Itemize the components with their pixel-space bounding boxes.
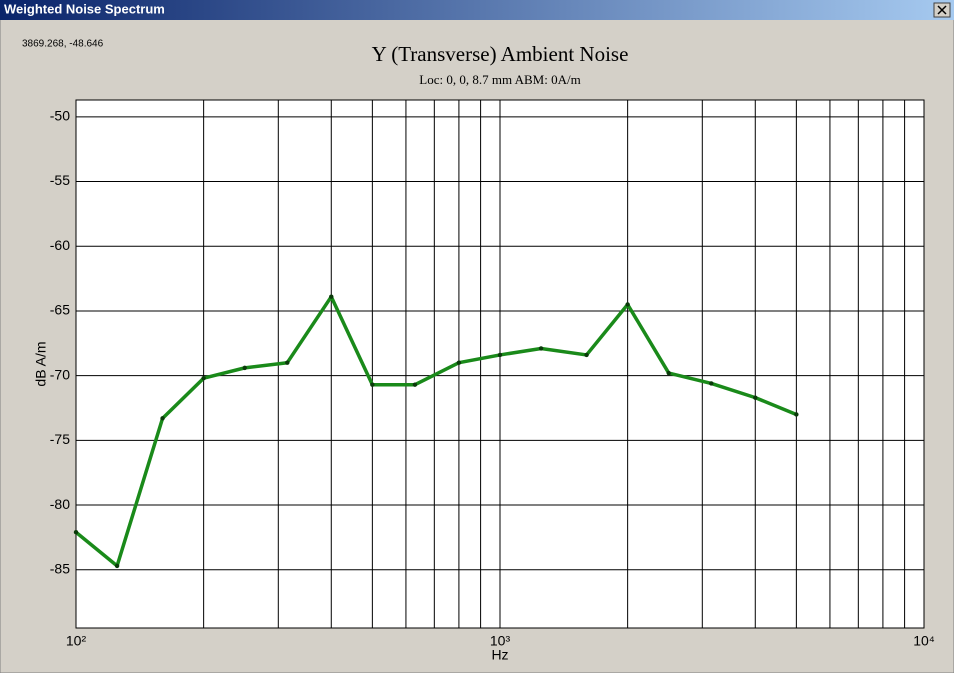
- title-bar: [0, 0, 954, 20]
- data-point: [329, 294, 334, 299]
- data-point: [794, 412, 799, 417]
- data-point: [160, 416, 165, 421]
- y-tick-label: -50: [50, 108, 70, 124]
- y-tick-label: -70: [50, 366, 70, 382]
- close-button[interactable]: [933, 2, 951, 18]
- data-point: [709, 381, 714, 386]
- y-tick-label: -80: [50, 496, 70, 512]
- data-point: [625, 302, 630, 307]
- data-point: [201, 376, 206, 381]
- x-axis-label: Hz: [491, 647, 508, 663]
- y-axis-label: dB A/m: [33, 341, 49, 386]
- y-tick-label: -55: [50, 172, 70, 188]
- data-point: [370, 382, 375, 387]
- data-point: [114, 563, 120, 569]
- y-tick-label: -60: [50, 237, 70, 253]
- plot-border: [75, 99, 925, 629]
- window-title: Weighted Noise Spectrum: [4, 1, 165, 16]
- data-line: [74, 294, 798, 568]
- data-point: [456, 360, 462, 365]
- y-tick-label: -75: [50, 431, 70, 447]
- data-point: [497, 352, 503, 358]
- data-point: [73, 530, 79, 535]
- data-point: [412, 382, 418, 387]
- cursor-readout: 3869.268, -48.646: [22, 39, 104, 50]
- data-point: [753, 395, 758, 400]
- y-tick-label: -65: [50, 302, 70, 318]
- data-point: [584, 352, 589, 358]
- data-point: [666, 370, 671, 376]
- data-point: [242, 365, 247, 371]
- x-tick-label: 10²: [66, 633, 87, 649]
- x-tick-label: 10⁴: [913, 633, 935, 649]
- x-tick-label: 10³: [490, 633, 511, 649]
- y-tick-label: -85: [50, 560, 70, 576]
- chart-title: Y (Transverse) Ambient Noise: [372, 42, 629, 66]
- data-point: [285, 360, 290, 365]
- chart-subtitle: Loc: 0, 0, 8.7 mm ABM: 0A/m: [419, 72, 580, 87]
- data-point: [538, 346, 544, 351]
